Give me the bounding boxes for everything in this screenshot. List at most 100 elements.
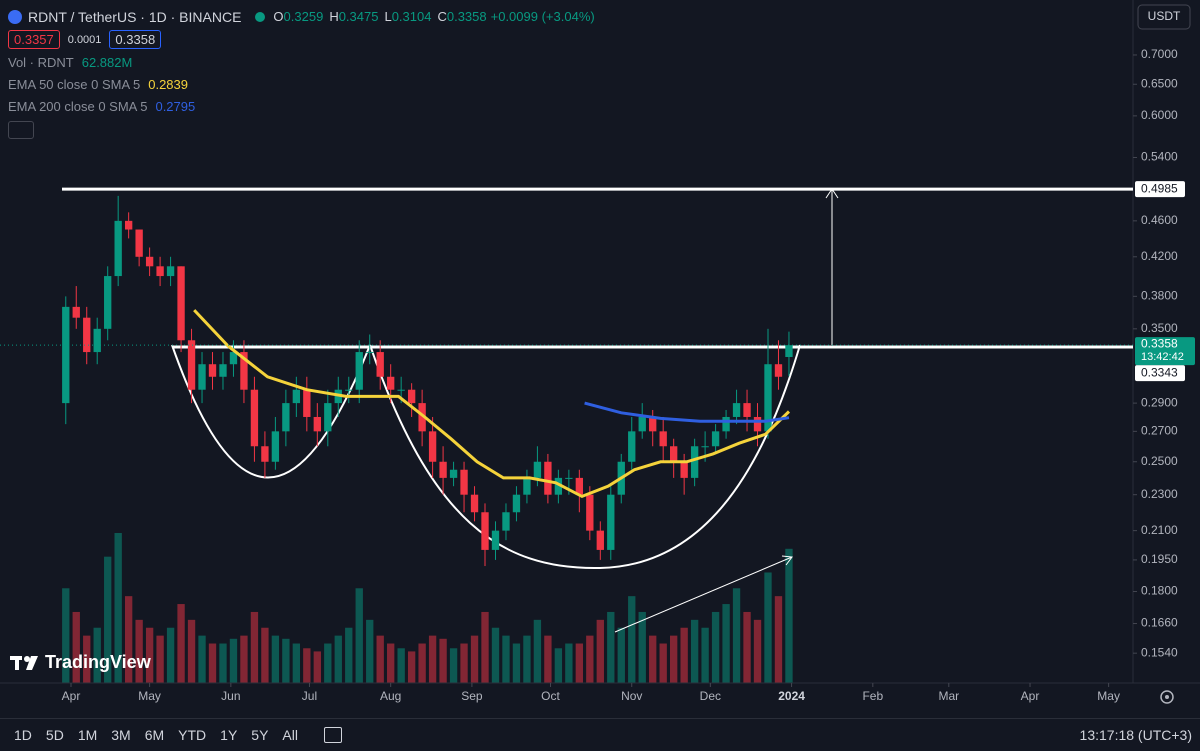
- volume-bar: [722, 604, 730, 683]
- volume-bar: [177, 604, 185, 683]
- ohlc-value: 0.3259: [283, 9, 324, 24]
- volume-bar: [628, 596, 636, 683]
- volume-bar: [502, 635, 510, 683]
- status-dot: [255, 11, 266, 22]
- volume-bar: [523, 635, 531, 683]
- volume-bar: [124, 596, 133, 683]
- collapse-button[interactable]: [8, 121, 34, 139]
- legend: RDNT / TetherUS · 1D · BINANCE O0.3259 H0…: [8, 5, 595, 139]
- x-tick-label: Mar: [938, 689, 959, 703]
- volume-bar: [481, 611, 489, 683]
- volume-bar: [743, 611, 751, 683]
- candle-body: [177, 266, 185, 341]
- ohlc: O0.3259 H0.3475 L0.3104 C0.3358: [273, 9, 486, 24]
- volume-bar: [83, 635, 91, 683]
- level-label: 0.3343: [1141, 365, 1178, 379]
- y-tick-label: 0.6000: [1141, 108, 1178, 122]
- candle-body: [491, 530, 500, 550]
- candle-body: [502, 512, 510, 531]
- symbol: RDNT / TetherUS · 1D · BINANCE: [28, 8, 242, 25]
- currency[interactable]: USDT: [1148, 9, 1181, 23]
- y-tick-label: 0.1950: [1141, 552, 1178, 566]
- candle-body: [104, 276, 112, 329]
- toolbar: 1D 5D 1M 3M 6M YTD 1Y 5Y All 13:17:18 (UTC+3): [0, 718, 1200, 751]
- volume-bar: [607, 611, 615, 683]
- candle-body: [523, 477, 531, 495]
- x-tick-label: Jul: [302, 689, 317, 703]
- candle-body: [711, 431, 720, 447]
- range-button[interactable]: 5D: [45, 727, 64, 743]
- range-button[interactable]: 1M: [77, 727, 98, 743]
- range-button[interactable]: 6M: [144, 727, 165, 743]
- x-tick-label: Apr: [62, 689, 81, 703]
- range-button[interactable]: 3M: [111, 727, 131, 743]
- volume-bar: [62, 588, 70, 683]
- candle-body: [83, 317, 91, 353]
- volume-bar: [114, 533, 122, 683]
- ohlc-key: L: [384, 9, 392, 24]
- x-tick-label: Oct: [541, 689, 560, 703]
- candle-body: [250, 389, 259, 447]
- volume-bar: [533, 619, 542, 683]
- volume-bar: [198, 635, 206, 683]
- last-price-box: [1135, 337, 1195, 366]
- volume-bar: [104, 556, 112, 683]
- candle-body: [198, 364, 206, 390]
- watermark-logo: [10, 656, 38, 670]
- currency-box[interactable]: [1137, 4, 1191, 30]
- candle-body: [397, 389, 405, 391]
- date-picker[interactable]: [323, 727, 342, 743]
- range-button[interactable]: 1Y: [220, 727, 238, 743]
- candle-body: [449, 469, 458, 478]
- y-tick-label: 0.2300: [1141, 487, 1178, 501]
- candle-body: [345, 389, 353, 391]
- volume-bar: [544, 635, 552, 683]
- range-button[interactable]: 1D: [14, 727, 32, 743]
- range-button[interactable]: YTD: [178, 727, 207, 743]
- candle-body: [732, 403, 741, 417]
- candle-body: [785, 345, 793, 358]
- volume-bar: [166, 627, 175, 683]
- candle-body: [219, 364, 227, 377]
- symbol-row: RDNT / TetherUS · 1D · BINANCE O0.3259 H0…: [8, 5, 595, 28]
- volume-bar: [512, 643, 521, 683]
- range-button[interactable]: 5Y: [251, 727, 269, 743]
- candle-body: [292, 389, 301, 404]
- level-label: 0.4985: [1141, 181, 1178, 195]
- volume-bar: [135, 619, 143, 683]
- cup-drawing: [171, 344, 371, 479]
- indicator-name: EMA 200 close 0 SMA 5: [8, 98, 148, 114]
- volume-bar: [219, 643, 227, 683]
- volume-bar: [711, 611, 720, 683]
- candle-body: [72, 306, 80, 318]
- volume-bar: [292, 643, 301, 683]
- volume-bar: [355, 588, 363, 683]
- candle-body: [145, 256, 154, 267]
- y-tick-label: 0.2700: [1141, 424, 1178, 438]
- volume-bar: [334, 635, 342, 683]
- settings-icon[interactable]: [1160, 690, 1174, 704]
- candle-body: [743, 403, 751, 417]
- candle-body: [533, 461, 542, 478]
- x-tick-label: Aug: [380, 689, 401, 703]
- volume-bar: [93, 627, 101, 683]
- indicator-name: Vol · RDNT: [8, 54, 74, 70]
- y-tick-label: 0.7000: [1141, 47, 1178, 61]
- volume-bar: [397, 648, 405, 683]
- level-label-box: [1135, 365, 1185, 382]
- volume-bar: [428, 635, 437, 683]
- candle-body: [124, 220, 133, 230]
- y-tick-label: 0.1540: [1141, 645, 1178, 659]
- countdown: 13:42:42: [1141, 351, 1184, 363]
- ema-line: [193, 309, 791, 499]
- volume-bar: [649, 635, 657, 683]
- volume-bar: [753, 619, 762, 683]
- buy-price[interactable]: 0.3358: [109, 30, 162, 49]
- candle-body: [313, 416, 321, 432]
- sell-price[interactable]: 0.3357: [8, 30, 60, 49]
- candle-body: [439, 461, 447, 478]
- range-button[interactable]: All: [282, 727, 298, 743]
- y-tick-label: 0.4600: [1141, 213, 1178, 227]
- spread: 0.0001: [67, 33, 102, 46]
